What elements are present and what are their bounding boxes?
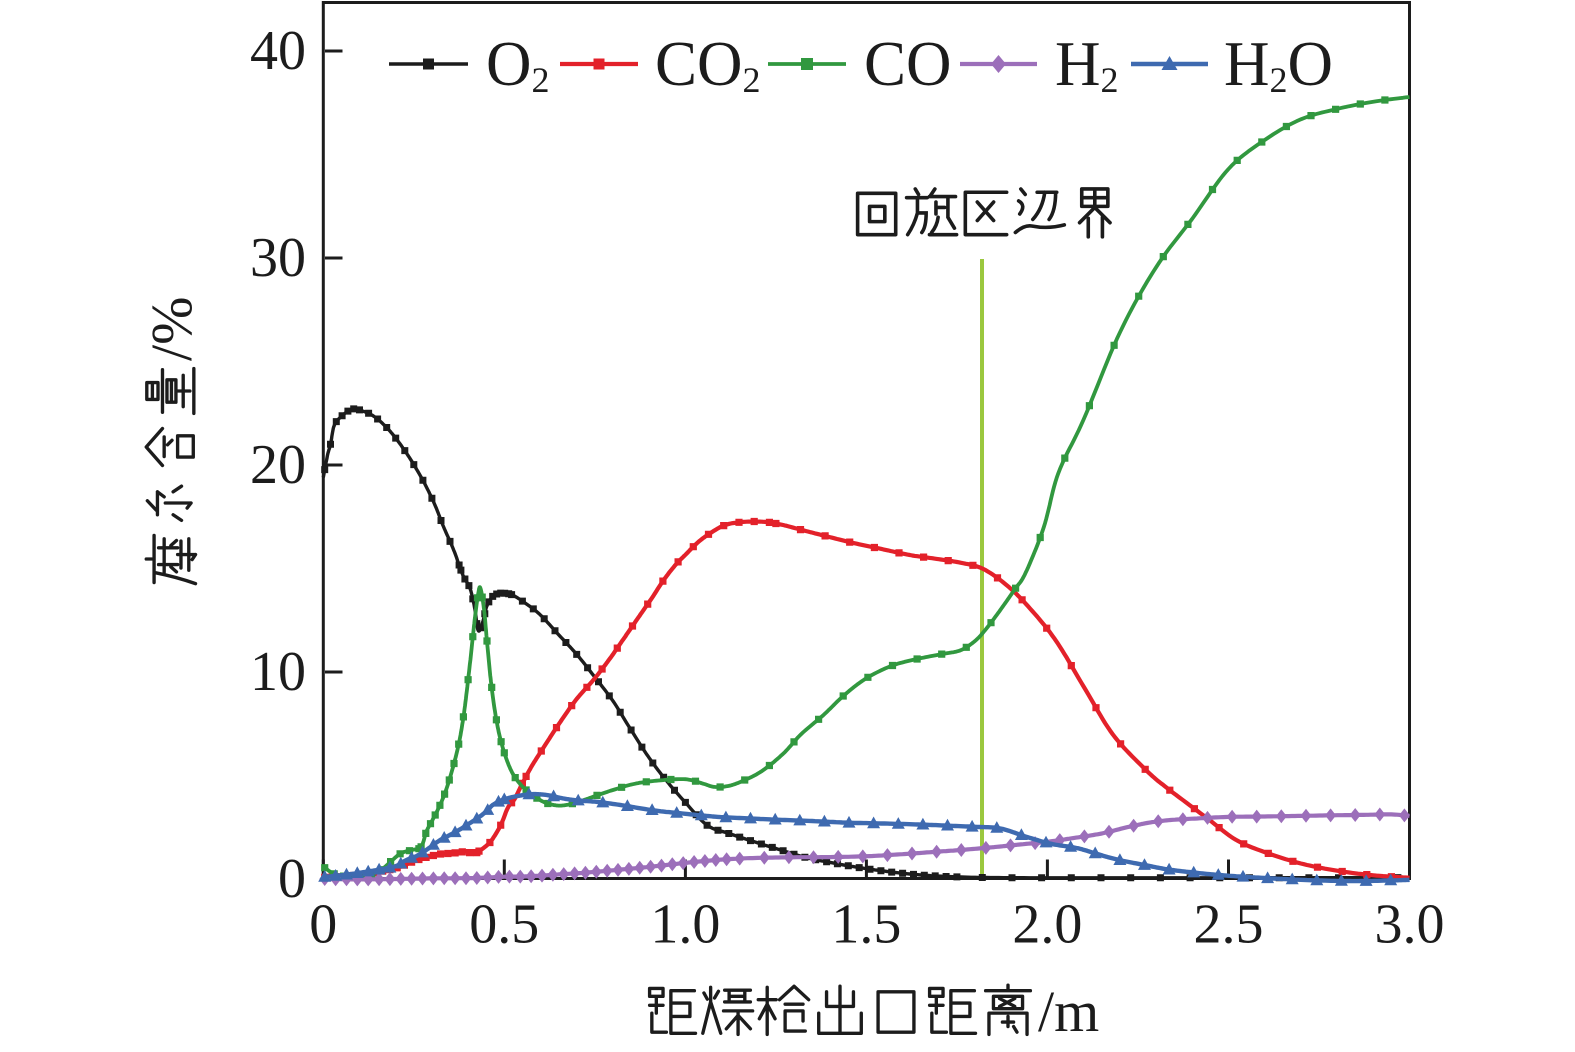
svg-text:0.5: 0.5 <box>469 894 539 956</box>
svg-text:1.0: 1.0 <box>650 894 720 956</box>
svg-text:0: 0 <box>309 894 337 956</box>
svg-text:/m: /m <box>1038 979 1099 1044</box>
svg-text:/%: /% <box>139 297 204 361</box>
svg-text:1.5: 1.5 <box>831 894 901 956</box>
svg-text:40: 40 <box>250 20 306 82</box>
svg-text:CO: CO <box>864 29 952 99</box>
svg-text:10: 10 <box>250 641 306 703</box>
svg-text:3.0: 3.0 <box>1375 894 1445 956</box>
svg-text:0: 0 <box>278 848 306 910</box>
svg-text:30: 30 <box>250 227 306 289</box>
svg-text:20: 20 <box>250 434 306 496</box>
svg-text:H2O: H2O <box>1224 29 1333 100</box>
svg-text:2.0: 2.0 <box>1012 894 1082 956</box>
svg-text:2.5: 2.5 <box>1194 894 1264 956</box>
